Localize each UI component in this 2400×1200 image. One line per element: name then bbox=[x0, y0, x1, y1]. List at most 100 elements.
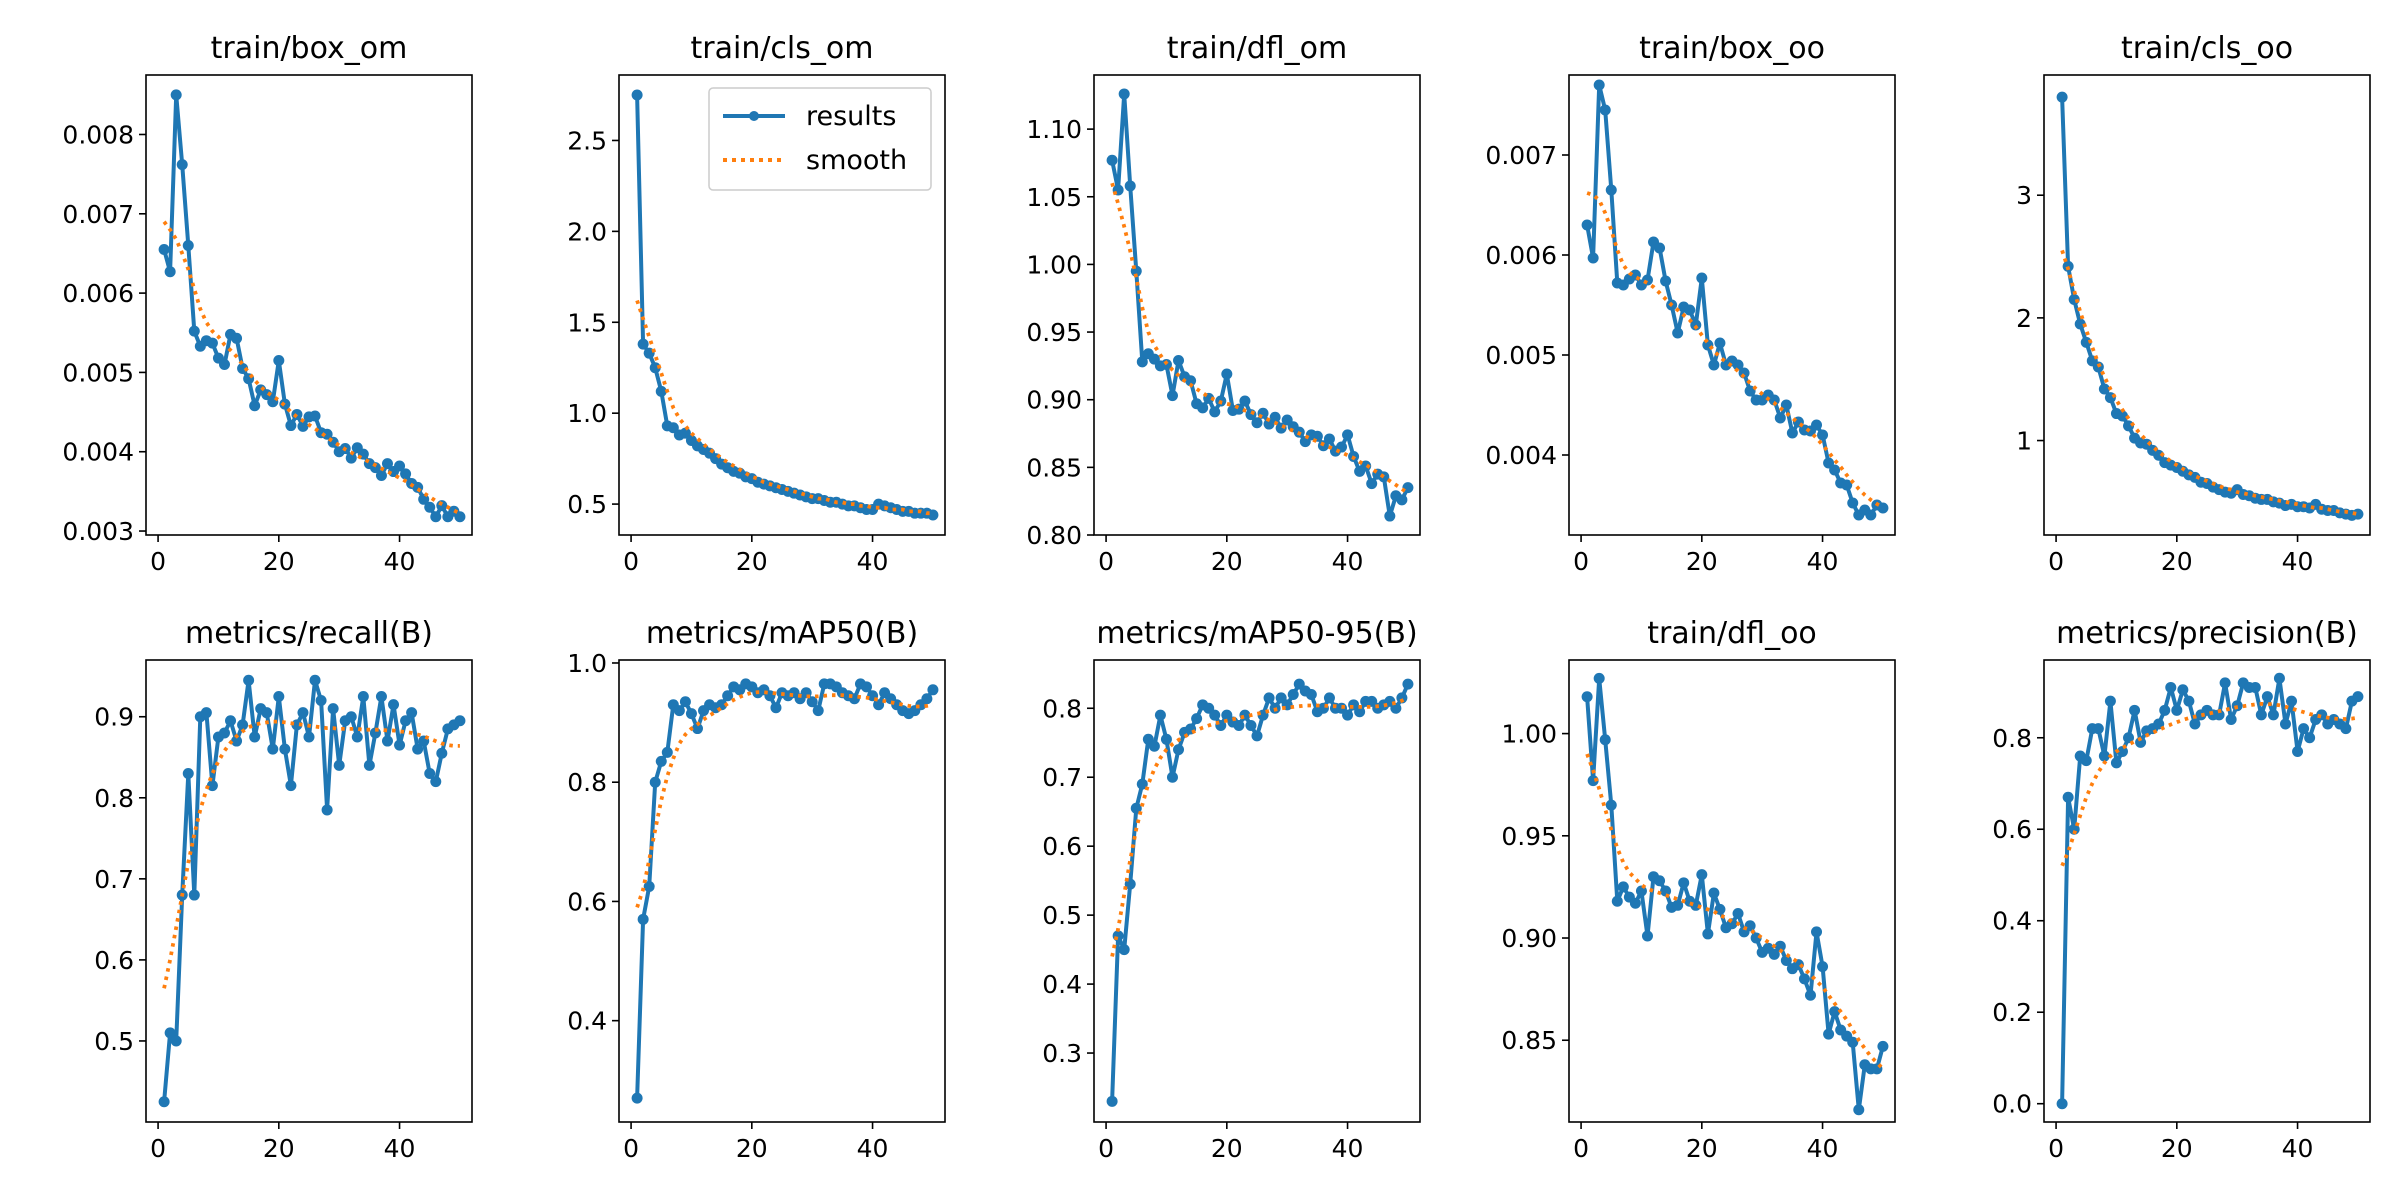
y-tick-label: 1.5 bbox=[567, 308, 607, 337]
subplot: train/dfl_om 0 20 40 0.80 0.85 0.90 0.95 1.00 1.0… bbox=[1026, 31, 1421, 576]
results-point bbox=[297, 420, 309, 432]
results-point bbox=[321, 804, 333, 816]
results-point bbox=[1136, 778, 1148, 790]
results-point bbox=[1154, 709, 1166, 721]
results-point bbox=[1708, 359, 1720, 371]
results-point bbox=[158, 243, 170, 255]
results-point bbox=[357, 690, 369, 702]
results-point bbox=[158, 1096, 170, 1108]
results-point bbox=[182, 240, 194, 252]
results-point bbox=[170, 89, 182, 101]
results-point bbox=[285, 780, 297, 792]
results-point bbox=[2255, 709, 2267, 721]
x-tick-label: 0 bbox=[623, 547, 639, 576]
y-tick-label: 0.4 bbox=[1042, 970, 1082, 999]
results-point bbox=[2153, 449, 2165, 461]
y-tick-label: 0.8 bbox=[94, 784, 134, 813]
y-tick-label: 2.5 bbox=[567, 126, 607, 155]
results-point bbox=[1106, 1095, 1118, 1107]
results-point bbox=[1287, 688, 1299, 700]
legend: results smooth bbox=[708, 87, 932, 191]
results-point bbox=[1678, 877, 1690, 889]
results-point bbox=[1209, 406, 1221, 418]
axes-frame bbox=[618, 659, 946, 1123]
results-point bbox=[333, 759, 345, 771]
results-point bbox=[679, 696, 691, 708]
y-tick-label: 0.8 bbox=[1992, 724, 2032, 753]
results-point bbox=[1877, 502, 1889, 514]
results-point bbox=[1714, 337, 1726, 349]
results-point bbox=[406, 707, 418, 719]
legend-results-marker bbox=[749, 111, 759, 121]
y-tick-label: 0.5 bbox=[567, 490, 607, 519]
subplot-grid: train/box_om0 20 400.0030.0040.0050.0060.0… bbox=[62, 31, 2371, 1163]
results-point bbox=[1173, 354, 1185, 366]
x-tick-label: 40 bbox=[384, 1134, 416, 1163]
results-point bbox=[2098, 383, 2110, 395]
y-tick-label: 0.90 bbox=[1501, 924, 1557, 953]
results-point bbox=[1768, 394, 1780, 406]
results-point bbox=[1118, 944, 1130, 956]
subplot-title: train/box_oo bbox=[1639, 31, 1825, 66]
results-point bbox=[2304, 732, 2316, 744]
smooth-series-line bbox=[162, 220, 461, 516]
results-point bbox=[631, 89, 643, 101]
results-point bbox=[2092, 723, 2104, 735]
results-point bbox=[1599, 734, 1611, 746]
results-point bbox=[1804, 989, 1816, 1001]
results-point bbox=[1629, 897, 1641, 909]
results-point bbox=[1817, 961, 1829, 973]
x-tick-label: 0 bbox=[150, 1134, 166, 1163]
results-point bbox=[412, 743, 424, 755]
x-tick-label: 40 bbox=[857, 547, 889, 576]
results-point bbox=[231, 735, 243, 747]
results-point bbox=[1269, 411, 1281, 423]
results-point bbox=[2098, 750, 2110, 762]
results-point bbox=[1841, 479, 1853, 491]
results-point bbox=[1396, 494, 1408, 506]
x-tick-label: 0 bbox=[1098, 1134, 1114, 1163]
x-tick-label: 0 bbox=[2048, 1134, 2064, 1163]
results-point bbox=[637, 913, 649, 925]
results-point bbox=[1354, 706, 1366, 718]
axes-frame bbox=[2043, 74, 2371, 536]
results-point bbox=[1402, 678, 1414, 690]
y-tick-label: 1.00 bbox=[1501, 720, 1557, 749]
y-tick-label: 0.004 bbox=[62, 438, 134, 467]
y-tick-label: 1.0 bbox=[567, 399, 607, 428]
y-tick-label: 0.6 bbox=[567, 887, 607, 916]
results-point bbox=[1136, 356, 1148, 368]
subplot: metrics/mAP50(B) 0 20 40 0.4 0.6 0.8 1.0 bbox=[567, 616, 946, 1163]
x-tick-label: 0 bbox=[150, 547, 166, 576]
results-point bbox=[363, 759, 375, 771]
results-point bbox=[237, 719, 249, 731]
results-point bbox=[1305, 688, 1317, 700]
results-point bbox=[2249, 681, 2261, 693]
results-point bbox=[1197, 402, 1209, 414]
results-point bbox=[1654, 875, 1666, 887]
y-tick-label: 0.4 bbox=[567, 1007, 607, 1036]
results-point bbox=[381, 735, 393, 747]
results-point bbox=[1390, 702, 1402, 714]
results-point bbox=[412, 481, 424, 493]
results-point bbox=[1209, 709, 1221, 721]
results-point bbox=[2123, 732, 2135, 744]
results-point bbox=[679, 427, 691, 439]
axes-frame bbox=[145, 74, 473, 536]
results-point bbox=[2062, 791, 2074, 803]
y-tick-label: 0.8 bbox=[1042, 694, 1082, 723]
x-tick-label: 0 bbox=[1573, 1134, 1589, 1163]
results-point bbox=[1811, 419, 1823, 431]
axes-frame bbox=[1093, 74, 1421, 536]
results-point bbox=[655, 755, 667, 767]
smooth-series-line bbox=[1585, 753, 1885, 1071]
results-point bbox=[430, 776, 442, 788]
x-tick-label: 20 bbox=[736, 547, 768, 576]
x-tick-label: 40 bbox=[1332, 547, 1364, 576]
results-point bbox=[1853, 1104, 1865, 1116]
results-point bbox=[661, 746, 673, 758]
y-tick-label: 0.6 bbox=[94, 946, 134, 975]
results-point bbox=[375, 690, 387, 702]
x-tick-label: 20 bbox=[1686, 547, 1718, 576]
x-tick-label: 20 bbox=[2161, 1134, 2193, 1163]
